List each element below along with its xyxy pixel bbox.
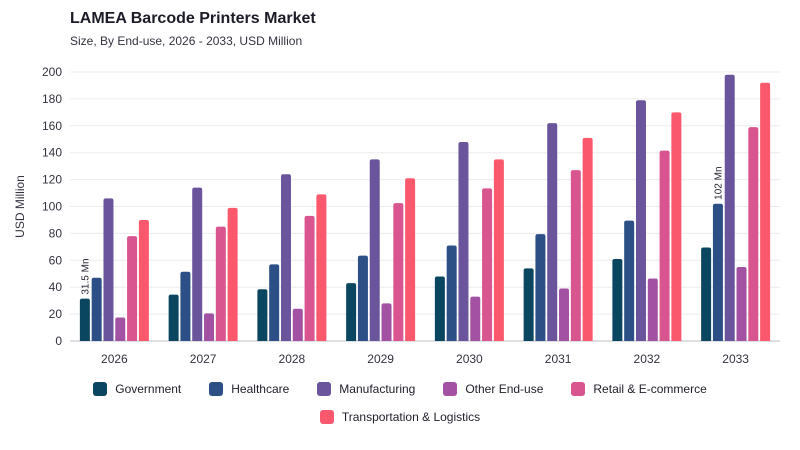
bar [168, 294, 179, 341]
legend-item: Transportation & Logistics [319, 410, 481, 424]
y-tick-label: 0 [55, 334, 62, 348]
x-tick-label: 2032 [634, 352, 661, 366]
bar [736, 267, 747, 341]
y-axis-label: USD Million [13, 175, 27, 238]
legend-swatch [319, 410, 334, 424]
bar [458, 141, 469, 341]
legend-item: Retail & E-commerce [571, 382, 707, 396]
bar [79, 298, 90, 341]
bar [470, 296, 481, 341]
legend-label: Manufacturing [339, 382, 416, 396]
legend-item: Other End-use [443, 382, 543, 396]
bar [381, 303, 392, 341]
chart-title: LAMEA Barcode Printers Market [70, 10, 316, 27]
bar [701, 247, 712, 341]
bar [192, 187, 203, 341]
legend-label: Healthcare [231, 382, 290, 396]
bar [405, 178, 416, 341]
bar [748, 127, 759, 342]
bar [257, 289, 268, 341]
x-tick-label: 2028 [279, 352, 306, 366]
legend-label: Transportation & Logistics [341, 410, 481, 424]
bar [535, 234, 546, 341]
y-tick-label: 140 [42, 146, 62, 160]
x-tick-label: 2026 [101, 352, 128, 366]
legend: Government Healthcare Manufacturing Other E… [0, 382, 800, 438]
legend-item: Manufacturing [317, 382, 415, 396]
legend-item: Healthcare [209, 382, 289, 396]
bar [393, 203, 404, 341]
legend-row: Transportation & Logistics [0, 410, 800, 424]
bar [369, 159, 380, 341]
bar [624, 220, 635, 341]
legend-row: Government Healthcare Manufacturing Other E… [0, 382, 800, 396]
bar [559, 288, 570, 341]
bar [204, 313, 215, 341]
legend-item: Government [93, 382, 181, 396]
bar [280, 174, 291, 341]
y-tick-label: 120 [42, 173, 62, 187]
x-tick-label: 2030 [456, 352, 483, 366]
legend-swatch [209, 382, 224, 396]
x-tick-label: 2031 [545, 352, 572, 366]
y-tick-label: 60 [49, 253, 63, 267]
bar [760, 82, 771, 341]
bar [547, 123, 558, 341]
bar [346, 283, 357, 341]
x-tick-label: 2029 [367, 352, 394, 366]
y-tick-label: 80 [49, 226, 63, 240]
bar [292, 308, 303, 341]
bar [227, 207, 238, 341]
bar [127, 236, 138, 341]
bar [103, 198, 114, 341]
bar [724, 74, 735, 341]
legend-swatch [93, 382, 108, 396]
y-tick-label: 160 [42, 119, 62, 133]
data-label: 31.5 Mn [80, 258, 91, 294]
legend-swatch [571, 382, 586, 396]
bar [523, 268, 534, 341]
data-label: 102 Mn [713, 166, 724, 199]
y-tick-label: 180 [42, 92, 62, 106]
bar [635, 100, 646, 342]
bar [304, 215, 315, 341]
bar [659, 150, 670, 341]
bar [91, 277, 102, 341]
legend-swatch [443, 382, 458, 396]
legend-label: Government [115, 382, 182, 396]
x-tick-label: 2033 [722, 352, 749, 366]
y-tick-label: 100 [42, 200, 62, 214]
bar [180, 271, 191, 341]
bar [712, 203, 723, 341]
bar [582, 137, 593, 341]
bar [316, 194, 327, 341]
y-tick-label: 20 [49, 307, 63, 321]
bar [671, 112, 682, 341]
bar [647, 278, 658, 341]
bar [434, 276, 445, 341]
bar [446, 245, 457, 341]
bar [493, 159, 504, 341]
bar [269, 264, 280, 341]
bar [482, 188, 493, 341]
legend-label: Other End-use [465, 382, 544, 396]
bar [115, 317, 126, 341]
legend-label: Retail & E-commerce [593, 382, 707, 396]
legend-swatch [317, 382, 332, 396]
bar [215, 226, 226, 341]
bar-chart: 0 20 40 60 80 100 120 140 160 180 200 USD Million 31… [13, 65, 780, 366]
chart-subtitle: Size, By End-use, 2026 - 2033, USD Milli… [70, 34, 303, 48]
y-tick-label: 40 [49, 280, 63, 294]
bar [138, 219, 149, 341]
bar [357, 255, 368, 341]
bar [612, 258, 623, 341]
y-tick-label: 200 [42, 65, 62, 79]
x-tick-label: 2027 [190, 352, 217, 366]
bar [570, 170, 581, 341]
